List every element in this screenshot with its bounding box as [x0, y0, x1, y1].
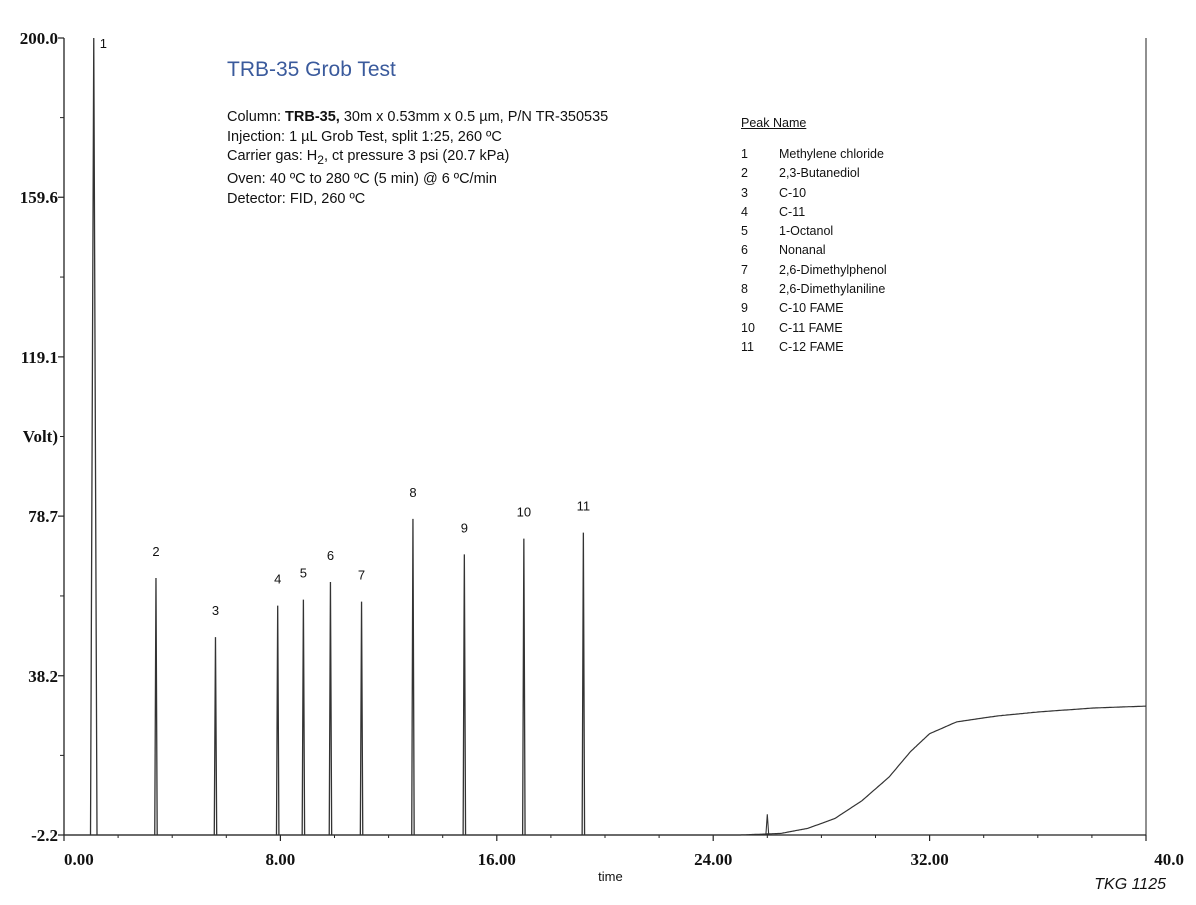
legend-peak-name: 2,3-Butanediol — [779, 166, 860, 181]
legend-peak-number: 4 — [741, 204, 748, 219]
x-tick-label: 40.0 — [1154, 850, 1184, 869]
legend-peak-name: Nonanal — [779, 243, 826, 258]
peak-4 — [275, 605, 280, 836]
peak-label-5: 5 — [300, 566, 307, 581]
x-axis-label: time — [598, 869, 623, 884]
legend-peak-number: 9 — [741, 301, 748, 316]
legend-peak-name: 2,6-Dimethylaniline — [779, 282, 886, 297]
legend-row: 10 C-11 FAME — [741, 321, 887, 340]
legend-peak-name: C-11 — [779, 204, 806, 219]
legend-peak-number: 1 — [741, 147, 748, 161]
chart-title: TRB-35 Grob Test — [227, 58, 396, 81]
peak-2 — [154, 578, 158, 836]
peak-label-10: 10 — [517, 505, 531, 520]
legend-row: 6 Nonanal — [741, 243, 887, 262]
legend-row: 2 2,3-Butanediol — [741, 166, 887, 185]
y-axis-label: Volt) — [23, 427, 58, 446]
y-tick-label: 38.2 — [28, 667, 58, 686]
legend-peak-number: 7 — [741, 262, 748, 277]
legend-row: 11 C-12 FAME — [741, 340, 887, 359]
y-tick-label: 119.1 — [21, 348, 58, 367]
legend-title: Peak Name — [741, 116, 807, 130]
x-tick-label: 16.00 — [478, 850, 516, 869]
legend-row: 8 2,6-Dimethylaniline — [741, 282, 887, 301]
legend-peak-number: 8 — [741, 282, 748, 297]
condition-column: Column: TRB-35, 30m x 0.53mm x 0.5 µm, P… — [227, 108, 608, 128]
legend-peak-number: 2 — [741, 166, 748, 181]
legend-row: 3 C-10 — [741, 186, 887, 205]
peak-9 — [462, 554, 467, 836]
baseline-trace — [64, 705, 1147, 836]
carrier-subscript: 2 — [317, 152, 324, 167]
legend-peak-name: C-11 FAME — [779, 320, 843, 335]
column-spec: 30m x 0.53mm x 0.5 µm, P/N TR-350535 — [343, 109, 609, 125]
peak-6 — [328, 581, 333, 836]
y-tick-label: 159.6 — [20, 188, 58, 207]
peak-7 — [359, 601, 364, 836]
legend-row: 1 Methylene chloride — [741, 147, 887, 166]
condition-injection: Injection: 1 µL Grob Test, split 1:25, 2… — [227, 128, 502, 145]
legend-peak-number: 10 — [741, 320, 755, 335]
condition-oven: Oven: 40 ºC to 280 ºC (5 min) @ 6 ºC/min — [227, 171, 497, 188]
peak-label-3: 3 — [212, 603, 219, 618]
legend-peak-number: 5 — [741, 224, 748, 239]
legend-peak-number: 6 — [741, 243, 748, 258]
peak-legend: Peak Name 1 Methylene chloride 2 2,3-Butane… — [741, 116, 887, 359]
peak-label-9: 9 — [461, 520, 468, 535]
carrier-pre: Carrier gas: H — [227, 148, 318, 164]
peak-label-7: 7 — [358, 568, 365, 583]
legend-peak-name: C-10 FAME — [779, 301, 844, 316]
legend-peak-name: C-12 FAME — [779, 339, 844, 354]
peak-11 — [581, 532, 586, 836]
footer-code: TKG 1125 — [1094, 876, 1166, 893]
column-label: Column: — [227, 109, 281, 125]
peak-label-8: 8 — [409, 485, 416, 500]
peak-3 — [213, 637, 218, 836]
legend-peak-name: 2,6-Dimethylphenol — [779, 262, 887, 277]
legend-peak-name: Methylene chloride — [779, 147, 884, 161]
peak-5 — [301, 599, 306, 836]
legend-row: 9 C-10 FAME — [741, 301, 887, 320]
y-tick-label: 200.0 — [20, 29, 58, 48]
legend-row: 7 2,6-Dimethylphenol — [741, 263, 887, 282]
peak-label-6: 6 — [327, 548, 334, 563]
legend-peak-number: 11 — [741, 339, 754, 354]
peak-1 — [89, 37, 98, 836]
condition-detector: Detector: FID, 260 ºC — [227, 190, 366, 207]
method-conditions: Column: TRB-35, 30m x 0.53mm x 0.5 µm, P… — [227, 108, 608, 209]
x-tick-label: 32.00 — [910, 850, 948, 869]
peak-label-4: 4 — [274, 572, 281, 587]
x-tick-label: 8.00 — [266, 850, 296, 869]
legend-peak-number: 3 — [741, 185, 748, 200]
legend-row: 4 C-11 — [741, 205, 887, 224]
peak-label-2: 2 — [152, 544, 159, 559]
legend-row: 5 1-Octanol — [741, 224, 887, 243]
peak-10 — [521, 538, 526, 836]
peak-label-1: 1 — [100, 36, 107, 51]
artifact-spike — [765, 814, 770, 834]
peak-8 — [411, 518, 415, 836]
legend-peak-name: 1-Octanol — [779, 224, 834, 239]
column-name: TRB-35, — [285, 109, 340, 125]
y-tick-label: -2.2 — [31, 826, 58, 845]
condition-carrier: Carrier gas: H2, ct pressure 3 psi (20.7… — [227, 147, 608, 170]
peak-label-11: 11 — [577, 499, 591, 514]
y-tick-label: 78.7 — [28, 507, 58, 526]
x-tick-label: 24.00 — [694, 850, 732, 869]
legend-peak-name: C-10 — [779, 185, 807, 200]
carrier-post: , ct pressure 3 psi (20.7 kPa) — [323, 148, 510, 164]
x-tick-label: 0.00 — [64, 850, 94, 869]
